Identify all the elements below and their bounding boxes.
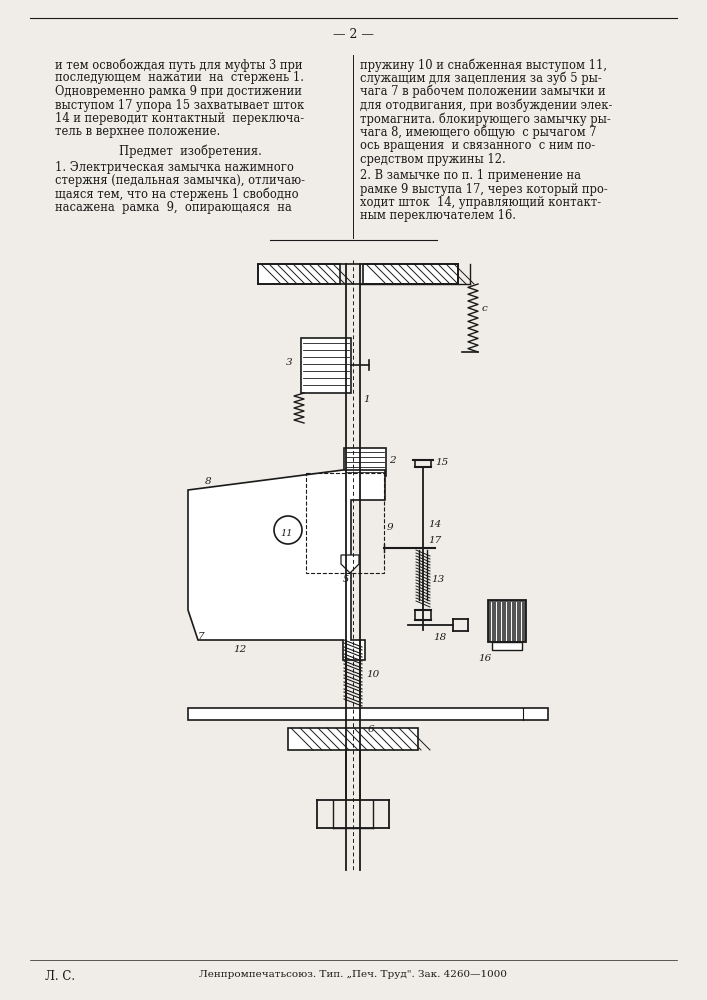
Text: и тем освобождая путь для муфты 3 при: и тем освобождая путь для муфты 3 при	[55, 58, 303, 72]
Text: чага 8, имеющего общую  с рычагом 7: чага 8, имеющего общую с рычагом 7	[360, 125, 597, 139]
Text: щаяся тем, что на стержень 1 свободно: щаяся тем, что на стержень 1 свободно	[55, 188, 298, 201]
Text: 2. В замычке по п. 1 применение на: 2. В замычке по п. 1 применение на	[360, 169, 581, 182]
Text: 5: 5	[343, 575, 349, 584]
Text: 3: 3	[286, 358, 293, 367]
Text: 10: 10	[366, 670, 379, 679]
Text: — 2 —: — 2 —	[332, 28, 373, 41]
Bar	[258, 264, 340, 284]
Bar	[488, 600, 526, 642]
Polygon shape	[341, 555, 359, 573]
Bar	[288, 728, 418, 750]
Text: тель в верхнее положение.: тель в верхнее положение.	[55, 125, 221, 138]
Bar	[363, 264, 458, 284]
Text: 1. Электрическая замычка нажимного: 1. Электрическая замычка нажимного	[55, 160, 294, 174]
Text: 6: 6	[368, 725, 375, 734]
Bar	[188, 708, 548, 720]
Text: 14: 14	[428, 520, 441, 529]
Text: пружину 10 и снабженная выступом 11,: пружину 10 и снабженная выступом 11,	[360, 58, 607, 72]
Text: тромагнита. блокирующего замычку ры-: тромагнита. блокирующего замычку ры-	[360, 112, 611, 125]
Bar	[306, 473, 384, 573]
Text: для отодвигания, при возбуждении элек-: для отодвигания, при возбуждении элек-	[360, 99, 612, 112]
Text: 18: 18	[433, 633, 446, 642]
Text: средством пружины 12.: средством пружины 12.	[360, 152, 506, 165]
Text: Л. С.: Л. С.	[45, 970, 75, 983]
Text: 2: 2	[389, 456, 396, 465]
Text: рамке 9 выступа 17, через который про-: рамке 9 выступа 17, через который про-	[360, 182, 608, 196]
Text: стержня (педальная замычка), отличаю-: стержня (педальная замычка), отличаю-	[55, 174, 305, 187]
Text: 17: 17	[428, 536, 441, 545]
Text: насажена  рамка  9,  опирающаяся  на: насажена рамка 9, опирающаяся на	[55, 201, 292, 214]
Bar	[492, 642, 522, 650]
Text: 8: 8	[205, 477, 211, 486]
Text: ось вращения  и связанного  с ним по-: ось вращения и связанного с ним по-	[360, 139, 595, 152]
Text: выступом 17 упора 15 захватывает шток: выступом 17 упора 15 захватывает шток	[55, 99, 304, 111]
Text: 11: 11	[280, 528, 293, 538]
Text: Предмет  изобретения.: Предмет изобретения.	[119, 144, 262, 157]
Text: 14 и переводит контактный  переключа-: 14 и переводит контактный переключа-	[55, 112, 304, 125]
Text: служащим для зацепления за зуб 5 ры-: служащим для зацепления за зуб 5 ры-	[360, 72, 602, 85]
Text: чага 7 в рабочем положении замычки и: чага 7 в рабочем положении замычки и	[360, 85, 606, 99]
Text: 7: 7	[198, 632, 204, 641]
Polygon shape	[188, 470, 385, 660]
Text: ходит шток  14, управляющий контакт-: ходит шток 14, управляющий контакт-	[360, 196, 601, 209]
Text: ным переключателем 16.: ным переключателем 16.	[360, 210, 516, 223]
Text: 15: 15	[435, 458, 448, 467]
Text: c: c	[482, 304, 488, 313]
Text: 1: 1	[363, 395, 370, 404]
Text: 9: 9	[387, 523, 394, 532]
Text: Одновременно рамка 9 при достижении: Одновременно рамка 9 при достижении	[55, 85, 302, 98]
Circle shape	[274, 516, 302, 544]
Text: последующем  нажатии  на  стержень 1.: последующем нажатии на стержень 1.	[55, 72, 304, 85]
Bar	[301, 338, 351, 393]
Bar	[344, 448, 386, 476]
Text: Ленпромпечатьсоюз. Тип. „Печ. Труд". Зак. 4260—1000: Ленпромпечатьсоюз. Тип. „Печ. Труд". Зак…	[199, 970, 507, 979]
Text: 12: 12	[233, 645, 246, 654]
Text: 13: 13	[431, 575, 444, 584]
Text: 16: 16	[479, 654, 491, 663]
